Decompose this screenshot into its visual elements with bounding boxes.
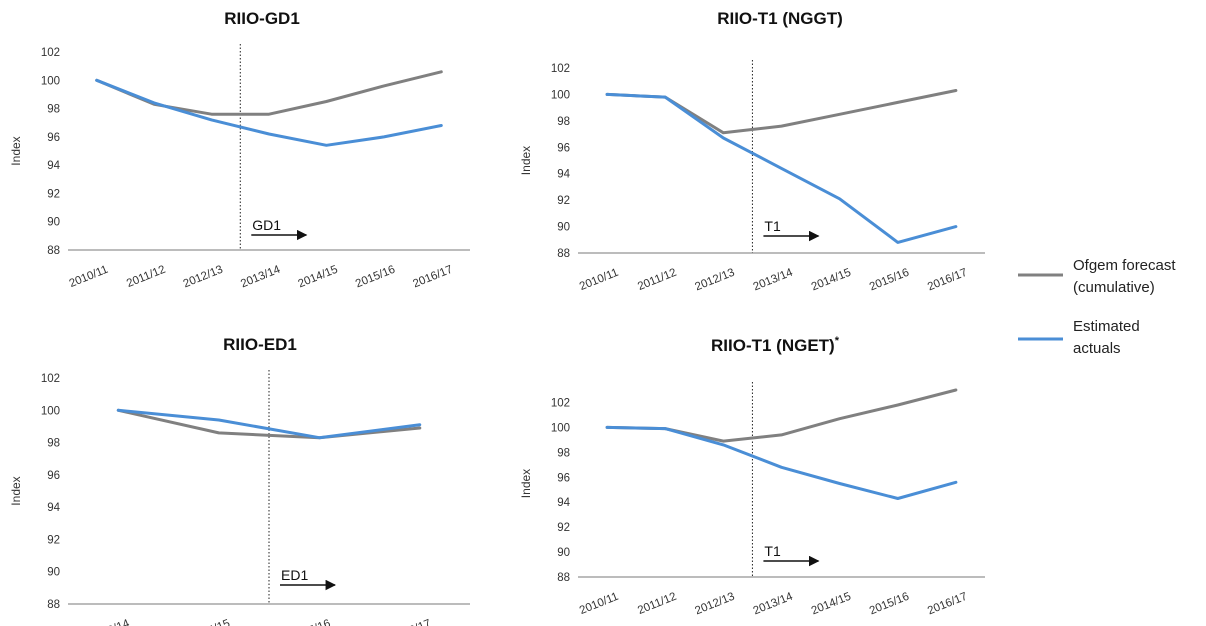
y-axis-label: Index (519, 469, 533, 498)
y-tick-label: 88 (47, 599, 60, 611)
x-tick-label: 2016/17 (411, 264, 454, 291)
x-tick-label: 2012/13 (693, 267, 736, 294)
x-tick-label: 2014/15 (810, 591, 853, 618)
y-tick-label: 90 (47, 567, 60, 579)
chart-title: RIIO-ED1 (223, 335, 297, 354)
chart-panel-1: RIIO-GD1 Index 88 90 92 94 96 98 100 102 2010/11 20… (9, 9, 470, 290)
x-tick-label: 2010/11 (578, 267, 620, 293)
y-tick-label: 90 (557, 547, 570, 559)
x-tick-label: 2015/16 (354, 264, 397, 291)
period-annotation-label: T1 (764, 543, 781, 559)
x-tick-label: 2012/13 (182, 264, 225, 291)
x-tick-label: 2012/13 (693, 591, 736, 618)
y-tick-label: 96 (47, 470, 60, 482)
series-line-actuals (605, 92, 958, 244)
chart-panel-4: RIIO-T1 (NGET)* Index 88 90 92 94 96 98 100 102 20… (519, 335, 985, 617)
x-tick-label: 2015/16 (868, 267, 911, 294)
y-axis-label: Index (9, 136, 23, 165)
series-line-actuals (95, 78, 443, 147)
period-annotation-label: GD1 (252, 217, 281, 233)
chart-title: RIIO-T1 (NGET)* (711, 335, 840, 355)
x-tick-label: 2011/12 (125, 264, 167, 290)
chart-panel-2: RIIO-T1 (NGGT) Index 88 90 92 94 96 98 100 102 201… (519, 9, 985, 293)
chart-panel-3: RIIO-ED1 Index 88 90 92 94 96 98 100 102 2013/14 20… (9, 335, 470, 626)
chart-title: RIIO-T1 (NGGT) (717, 9, 843, 28)
y-tick-label: 98 (557, 447, 570, 459)
y-tick-label: 98 (47, 438, 60, 450)
x-tick-label: 2013/14 (88, 617, 132, 626)
series-line-forecast (95, 70, 443, 116)
y-tick-label: 92 (47, 534, 60, 546)
y-tick-label: 100 (551, 89, 570, 101)
x-tick-label: 2011/12 (636, 267, 678, 293)
y-tick-label: 98 (557, 116, 570, 128)
y-axis-label: Index (9, 476, 23, 505)
y-tick-label: 88 (557, 572, 570, 584)
series-line-actuals (116, 408, 422, 440)
y-tick-label: 88 (47, 245, 60, 257)
y-tick-label: 100 (41, 75, 60, 87)
y-tick-label: 96 (557, 472, 570, 484)
legend-label-forecast-line1: Ofgem forecast (1073, 257, 1176, 274)
x-tick-label: 2010/11 (68, 264, 110, 290)
series-line-actuals (605, 425, 958, 500)
x-tick-label: 2014/15 (189, 618, 232, 626)
x-tick-label: 2014/15 (297, 264, 340, 291)
series-line-forecast (116, 408, 422, 440)
y-tick-label: 92 (557, 195, 570, 207)
y-tick-label: 102 (41, 47, 60, 59)
y-tick-label: 102 (41, 373, 60, 385)
chart-title: RIIO-GD1 (224, 9, 300, 28)
x-tick-label: 2014/15 (810, 267, 853, 294)
series-line-forecast (605, 388, 958, 443)
x-tick-label: 2016/17 (926, 591, 969, 618)
legend-label-forecast-line2: (cumulative) (1073, 279, 1155, 296)
y-tick-label: 94 (47, 160, 60, 172)
y-tick-label: 102 (551, 397, 570, 409)
x-tick-label: 2015/16 (289, 618, 332, 626)
period-annotation-label: ED1 (281, 567, 308, 583)
y-tick-label: 94 (557, 497, 570, 509)
x-tick-label: 2011/12 (636, 591, 678, 617)
y-tick-label: 88 (557, 248, 570, 260)
y-tick-label: 98 (47, 104, 60, 116)
legend-label-actuals-line1: Estimated (1073, 318, 1140, 335)
y-tick-label: 96 (47, 132, 60, 144)
x-tick-label: 2016/17 (926, 267, 969, 294)
y-tick-label: 90 (557, 222, 570, 234)
y-tick-label: 102 (551, 63, 570, 75)
y-tick-label: 96 (557, 142, 570, 154)
y-tick-label: 94 (47, 502, 60, 514)
y-axis-label: Index (519, 146, 533, 175)
y-tick-label: 90 (47, 217, 60, 229)
x-tick-label: 2015/16 (868, 591, 911, 618)
x-tick-label: 2010/11 (578, 591, 620, 617)
y-tick-label: 100 (41, 405, 60, 417)
title-footnote-mark: * (835, 335, 840, 347)
x-tick-label: 2016/17 (390, 618, 433, 626)
x-tick-label: 2013/14 (239, 263, 283, 290)
x-tick-label: 2013/14 (752, 266, 796, 293)
y-tick-label: 100 (551, 422, 570, 434)
x-tick-label: 2013/14 (752, 590, 796, 617)
period-annotation-label: T1 (764, 218, 781, 234)
legend-label-actuals-line2: actuals (1073, 340, 1121, 357)
chart-legend: Ofgem forecast (cumulative) Estimated ac… (1018, 257, 1176, 357)
y-tick-label: 92 (557, 522, 570, 534)
y-tick-label: 92 (47, 188, 60, 200)
y-tick-label: 94 (557, 169, 570, 181)
